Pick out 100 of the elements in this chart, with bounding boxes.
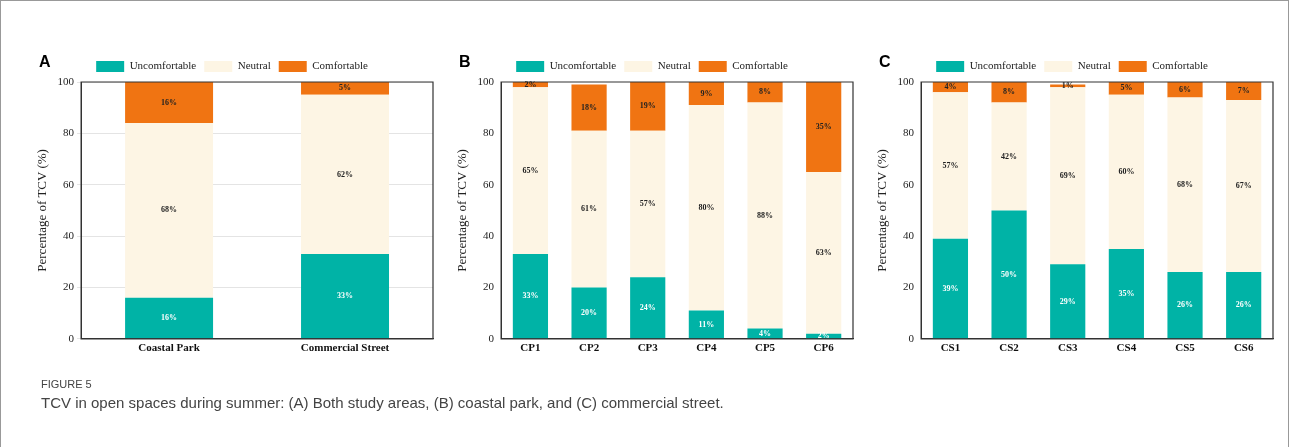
caption: FIGURE 5 bbox=[41, 378, 93, 390]
x-tick-label: CP4 bbox=[696, 341, 717, 354]
bar bbox=[125, 82, 214, 124]
x-tick-label: CS6 bbox=[1233, 341, 1254, 354]
data-label: 19% bbox=[639, 101, 656, 111]
legend-label: Uncomfortable bbox=[129, 59, 197, 72]
bar bbox=[806, 82, 842, 172]
bar bbox=[1226, 99, 1262, 273]
bar bbox=[301, 254, 390, 339]
data-label: 65% bbox=[522, 165, 539, 175]
data-label: 1% bbox=[1061, 80, 1074, 90]
x-tick-label: CP2 bbox=[578, 341, 600, 354]
bar bbox=[1050, 264, 1086, 339]
data-label: 61% bbox=[581, 204, 598, 214]
bar bbox=[1108, 94, 1144, 249]
bar bbox=[571, 130, 607, 288]
chart-title: C bbox=[879, 53, 891, 71]
data-label: 69% bbox=[1059, 170, 1076, 180]
data-label: 4% bbox=[944, 82, 957, 92]
legend-label: Uncomfortable bbox=[549, 59, 617, 72]
data-label: 11% bbox=[698, 319, 715, 329]
legend-label: Comfortable bbox=[732, 59, 788, 72]
bar bbox=[571, 84, 607, 131]
y-tick-label: 60 bbox=[903, 177, 915, 190]
legend-label: Comfortable bbox=[1152, 59, 1208, 72]
data-label: 68% bbox=[161, 205, 178, 215]
y-tick-label: 100 bbox=[897, 74, 915, 87]
data-label: 88% bbox=[757, 210, 774, 220]
y-axis-title: Percentage of TCV (%) bbox=[454, 149, 470, 272]
data-label: 35% bbox=[1118, 288, 1135, 298]
bar bbox=[630, 277, 666, 339]
bar bbox=[1167, 272, 1203, 339]
data-label: 26% bbox=[1177, 300, 1194, 310]
legend-label: Neutral bbox=[1077, 59, 1111, 72]
x-tick-label: CP3 bbox=[637, 341, 659, 354]
data-label: 5% bbox=[1120, 83, 1133, 93]
legend-label: Neutral bbox=[237, 59, 271, 72]
x-tick-label: CS5 bbox=[1175, 341, 1196, 354]
bar bbox=[512, 87, 549, 255]
bar bbox=[932, 92, 969, 239]
y-axis-title: Percentage of TCV (%) bbox=[34, 149, 50, 272]
y-tick-label: 40 bbox=[483, 228, 495, 241]
legend-label: Comfortable bbox=[312, 59, 368, 72]
data-label: 57% bbox=[639, 199, 656, 209]
data-label: 80% bbox=[698, 202, 715, 212]
data-label: 62% bbox=[337, 169, 354, 179]
data-label: 2% bbox=[817, 331, 830, 341]
bar bbox=[747, 82, 783, 103]
data-label: 7% bbox=[1237, 86, 1250, 96]
text: TCV in open spaces during summer: (A) Both study areas, (B) coastal park, and (C) commercial street. bbox=[41, 394, 725, 411]
bar bbox=[806, 171, 842, 334]
y-tick-label: 20 bbox=[483, 280, 495, 293]
data-label: 39% bbox=[942, 283, 959, 293]
data-label: 8% bbox=[759, 87, 772, 97]
bar bbox=[125, 297, 214, 339]
y-tick-label: 20 bbox=[63, 280, 75, 293]
data-label: 35% bbox=[815, 122, 832, 131]
data-label: 9% bbox=[700, 88, 713, 98]
bar bbox=[630, 82, 666, 131]
data-label: 68% bbox=[1177, 179, 1194, 189]
y-axis-title: Percentage of TCV (%) bbox=[874, 149, 890, 272]
x-tick-label: CS1 bbox=[940, 341, 961, 354]
x-tick-label: CS4 bbox=[1116, 341, 1137, 354]
legend-label: Neutral bbox=[657, 59, 691, 72]
bar bbox=[571, 287, 607, 339]
data-label: 60% bbox=[1118, 166, 1135, 176]
bar bbox=[991, 102, 1027, 211]
bar bbox=[1108, 248, 1144, 339]
bar bbox=[688, 105, 724, 311]
data-label: 29% bbox=[1059, 296, 1076, 306]
y-tick-label: 80 bbox=[483, 126, 495, 139]
x-tick-label: CS2 bbox=[999, 341, 1020, 354]
y-tick-label: 100 bbox=[57, 74, 75, 87]
x-tick-label: Commercial Street bbox=[300, 341, 390, 354]
x-tick-label: CS3 bbox=[1057, 341, 1079, 354]
data-label: 24% bbox=[639, 303, 656, 313]
data-label: 16% bbox=[161, 97, 178, 107]
data-label: 57% bbox=[942, 160, 959, 170]
chart-title: B bbox=[459, 53, 471, 71]
y-tick-label: 100 bbox=[477, 74, 495, 87]
data-label: 2% bbox=[524, 79, 537, 89]
y-tick-label: 80 bbox=[63, 126, 75, 139]
bar bbox=[1226, 272, 1262, 339]
data-label: 4% bbox=[759, 328, 772, 338]
y-tick-label: 60 bbox=[483, 177, 495, 190]
bar bbox=[991, 210, 1027, 339]
bar bbox=[1050, 87, 1086, 265]
bar bbox=[747, 102, 783, 329]
data-label: 63% bbox=[815, 247, 832, 257]
data-label: 5% bbox=[339, 83, 352, 93]
bar bbox=[932, 238, 969, 339]
y-tick-label: 40 bbox=[903, 228, 915, 241]
bar bbox=[991, 82, 1027, 103]
y-tick-label: 0 bbox=[488, 331, 495, 344]
data-label: 67% bbox=[1235, 181, 1252, 191]
legend-label: Uncomfortable bbox=[969, 59, 1037, 72]
y-tick-label: 20 bbox=[903, 280, 915, 293]
x-tick-label: CP6 bbox=[813, 341, 835, 354]
y-tick-label: 80 bbox=[903, 126, 915, 139]
y-tick-label: 0 bbox=[68, 331, 75, 344]
